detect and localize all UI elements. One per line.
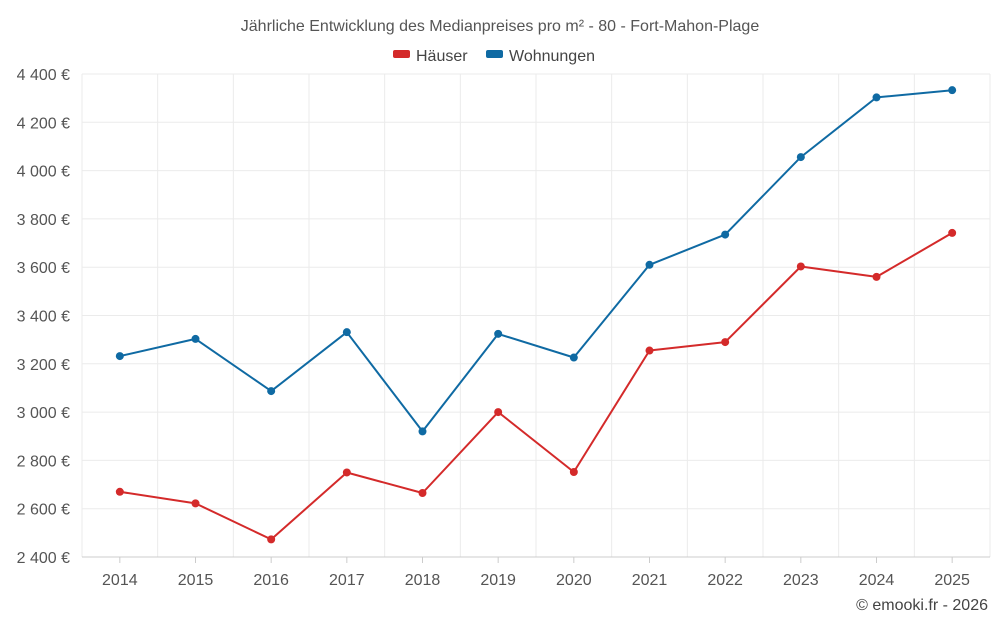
legend-item-wohnungen[interactable]: Wohnungen bbox=[486, 48, 595, 65]
data-point-haeuser[interactable] bbox=[645, 346, 654, 355]
y-tick-label: 3 000 € bbox=[17, 405, 70, 422]
legend: Häuser Wohnungen bbox=[393, 48, 595, 65]
x-tick-label: 2025 bbox=[934, 572, 970, 589]
series-haeuser bbox=[115, 228, 957, 544]
data-point-haeuser[interactable] bbox=[418, 489, 427, 498]
x-tick-label: 2018 bbox=[405, 572, 441, 589]
x-tick-label: 2020 bbox=[556, 572, 592, 589]
x-tick-label: 2021 bbox=[632, 572, 668, 589]
y-tick-label: 4 400 € bbox=[17, 67, 70, 84]
legend-label-wohnungen: Wohnungen bbox=[509, 48, 595, 65]
legend-item-haeuser[interactable]: Häuser bbox=[393, 48, 468, 65]
data-point-wohnungen[interactable] bbox=[494, 329, 503, 338]
credit-text: © emooki.fr - 2026 bbox=[856, 597, 988, 614]
series-line-haeuser bbox=[119, 232, 953, 541]
data-point-haeuser[interactable] bbox=[342, 468, 351, 477]
data-point-haeuser[interactable] bbox=[191, 499, 200, 508]
data-point-haeuser[interactable] bbox=[569, 467, 578, 476]
series-line-wohnungen bbox=[119, 89, 953, 433]
data-point-wohnungen[interactable] bbox=[948, 86, 957, 95]
legend-swatch-wohnungen bbox=[486, 50, 503, 58]
y-tick-label: 3 400 € bbox=[17, 309, 70, 326]
data-point-haeuser[interactable] bbox=[721, 338, 730, 347]
x-tick-label: 2014 bbox=[102, 572, 138, 589]
data-point-wohnungen[interactable] bbox=[342, 328, 351, 337]
data-point-haeuser[interactable] bbox=[796, 262, 805, 271]
data-point-wohnungen[interactable] bbox=[267, 387, 276, 396]
y-tick-label: 2 400 € bbox=[17, 550, 70, 567]
x-tick-label: 2024 bbox=[859, 572, 895, 589]
x-tick-label: 2023 bbox=[783, 572, 819, 589]
x-tick-label: 2019 bbox=[480, 572, 516, 589]
y-tick-label: 2 800 € bbox=[17, 453, 70, 470]
y-tick-label: 3 200 € bbox=[17, 357, 70, 374]
data-point-wohnungen[interactable] bbox=[796, 153, 805, 162]
data-point-haeuser[interactable] bbox=[948, 228, 957, 237]
y-tick-label: 4 200 € bbox=[17, 115, 70, 132]
y-tick-label: 3 600 € bbox=[17, 260, 70, 277]
x-tick-label: 2022 bbox=[707, 572, 743, 589]
x-tick-label: 2017 bbox=[329, 572, 365, 589]
data-point-haeuser[interactable] bbox=[267, 535, 276, 544]
data-point-wohnungen[interactable] bbox=[191, 334, 200, 343]
data-point-wohnungen[interactable] bbox=[418, 427, 427, 436]
data-point-wohnungen[interactable] bbox=[115, 352, 124, 361]
data-point-wohnungen[interactable] bbox=[569, 353, 578, 362]
data-point-wohnungen[interactable] bbox=[645, 260, 654, 269]
data-point-haeuser[interactable] bbox=[494, 408, 503, 417]
chart-title: Jährliche Entwicklung des Medianpreises … bbox=[241, 18, 760, 35]
data-point-wohnungen[interactable] bbox=[721, 230, 730, 239]
series-wohnungen bbox=[115, 86, 957, 436]
y-tick-label: 3 800 € bbox=[17, 212, 70, 229]
axes: 2 400 € 2 600 € 2 800 € 3 000 € 3 200 € 3 400… bbox=[17, 67, 990, 589]
y-tick-label: 4 000 € bbox=[17, 164, 70, 181]
data-point-wohnungen[interactable] bbox=[872, 93, 881, 102]
x-tick-label: 2015 bbox=[178, 572, 214, 589]
grid bbox=[81, 73, 991, 558]
data-point-haeuser[interactable] bbox=[872, 272, 881, 281]
series bbox=[115, 86, 957, 544]
y-tick-label: 2 600 € bbox=[17, 502, 70, 519]
x-tick-label: 2016 bbox=[253, 572, 289, 589]
data-point-haeuser[interactable] bbox=[115, 487, 124, 496]
legend-swatch-haeuser bbox=[393, 50, 410, 58]
legend-label-haeuser: Häuser bbox=[416, 48, 468, 65]
